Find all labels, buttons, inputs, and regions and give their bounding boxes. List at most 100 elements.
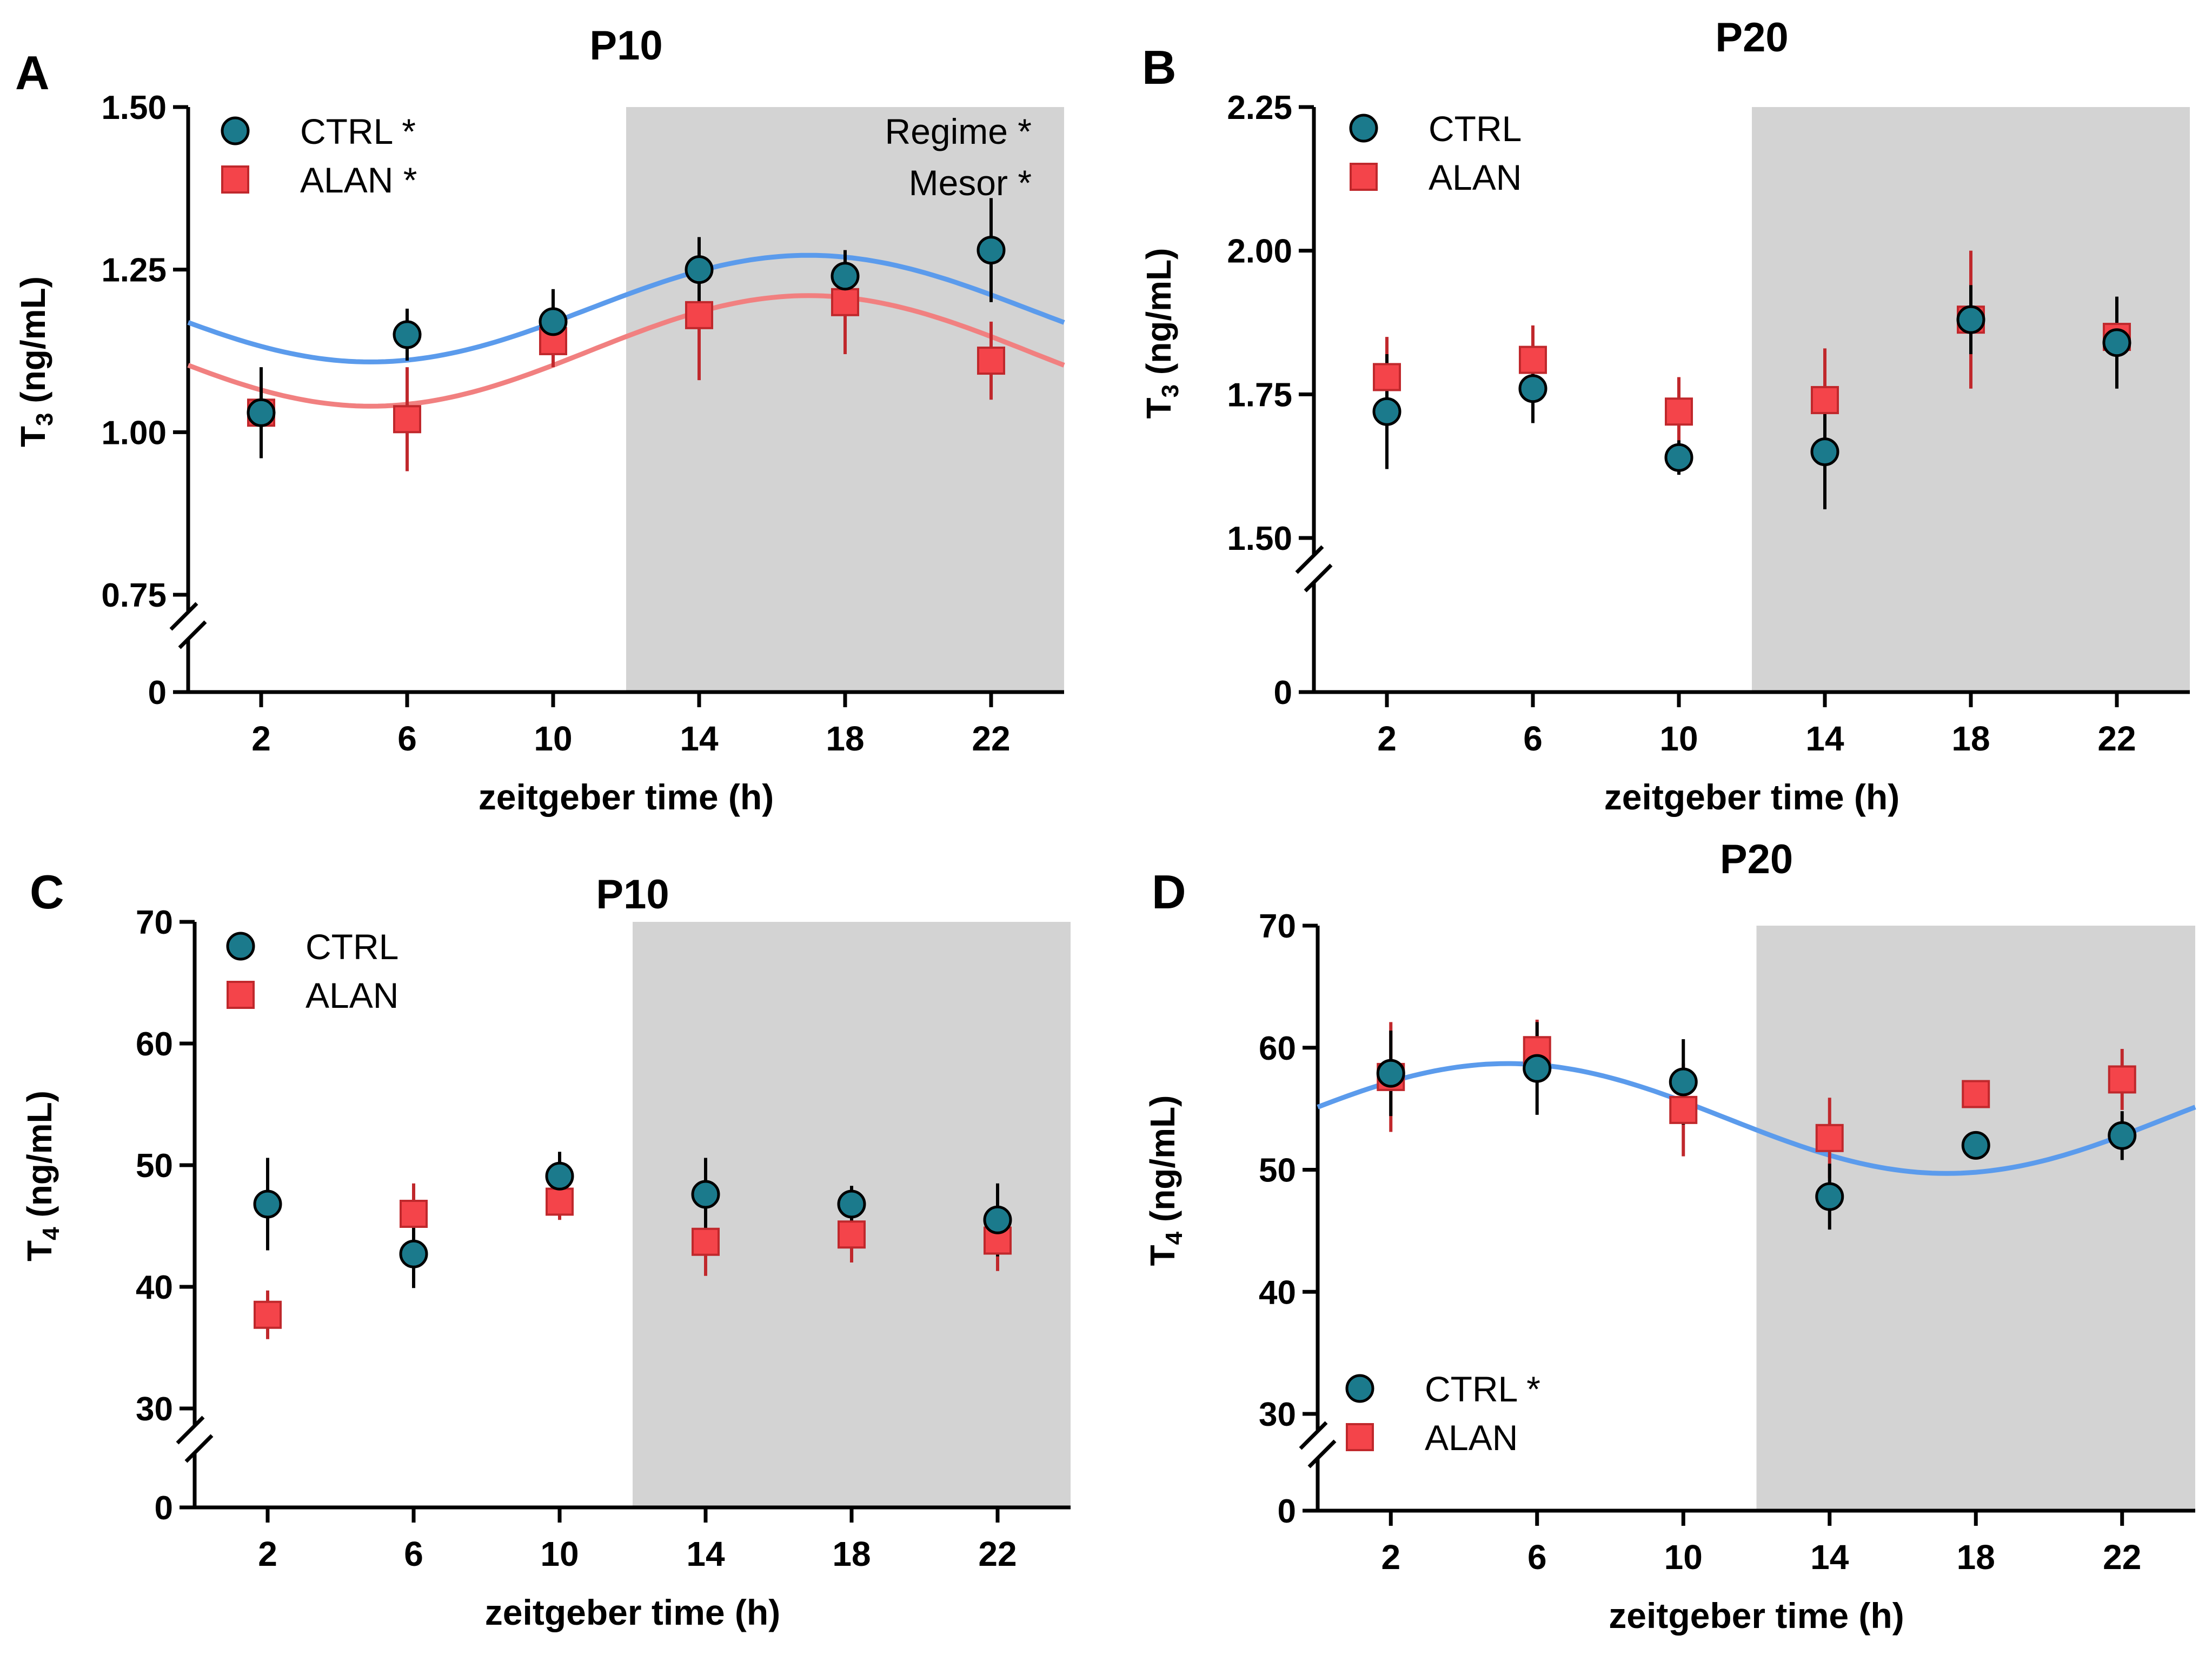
data-point-ctrl (247, 398, 276, 427)
data-point-ctrl (393, 320, 422, 349)
data-point-alan (2108, 1065, 2136, 1094)
axis-break-mark (1307, 1439, 1337, 1468)
y-axis-label-main: T (20, 1240, 59, 1261)
panel-c: 30 40 50 60 70 0 2 6 10 14 18 22 zeitgeber time (h) T… (20, 865, 1071, 1632)
y-axis-label: T4 (ng/mL) (1143, 1095, 1187, 1266)
chart-title: P10 (589, 23, 662, 69)
y-axis-label-unit: (ng/mL) (1143, 1095, 1182, 1232)
chart-title: P20 (1715, 15, 1788, 61)
data-point-alan (1665, 397, 1693, 426)
legend-label: ALAN (1429, 157, 1522, 197)
y-axis-label-main: T (1139, 397, 1178, 418)
panel-letter: C (30, 865, 64, 919)
y-tick-label: 0 (148, 674, 167, 712)
x-tick-label: 6 (404, 1534, 423, 1573)
y-axis-label: T4 (ng/mL) (20, 1091, 64, 1261)
legend-marker-ctrl (221, 116, 250, 145)
data-point-ctrl (2102, 328, 2131, 357)
axis-break-mark (176, 1416, 205, 1445)
data-point-ctrl (545, 1161, 574, 1191)
legend-label: CTRL * (300, 111, 416, 151)
y-tick-label: 1.50 (1227, 520, 1292, 557)
y-tick-label: 30 (136, 1391, 173, 1428)
legend-marker-alan (227, 981, 255, 1009)
data-point-alan (1962, 1080, 1990, 1108)
data-point-alan (685, 301, 713, 329)
panel-d: 30 40 50 60 70 0 2 6 10 14 18 22 zeitgeber time (h) T… (1143, 836, 2196, 1636)
data-point-ctrl (1956, 305, 1985, 334)
data-point-alan (692, 1227, 720, 1256)
data-point-alan (1519, 345, 1547, 374)
y-tick-label: 2.25 (1227, 89, 1292, 127)
y-tick-label: 1.50 (101, 89, 167, 127)
x-tick-label: 10 (1664, 1538, 1703, 1577)
data-point-ctrl (2108, 1121, 2137, 1150)
x-tick-label: 14 (686, 1534, 725, 1573)
data-point-alan (254, 1300, 282, 1329)
data-point-ctrl (1961, 1131, 1990, 1160)
y-tick-label: 60 (1259, 1030, 1296, 1067)
data-point-ctrl (1523, 1054, 1552, 1083)
stats-annotation: Mesor * (909, 163, 1032, 203)
fit-curve-alan (187, 293, 1065, 409)
legend-marker-ctrl (1349, 114, 1378, 143)
x-tick-label: 22 (978, 1534, 1017, 1573)
data-point-alan (1811, 386, 1839, 414)
x-tick-label: 14 (1810, 1538, 1849, 1577)
y-tick-label: 1.25 (101, 252, 167, 289)
y-tick-label: 0 (155, 1490, 173, 1527)
y-axis-label-subscript: 3 (1157, 384, 1184, 397)
x-tick-label: 2 (251, 719, 271, 758)
dark-phase-shading (1756, 926, 2195, 1511)
x-tick-label: 10 (540, 1534, 579, 1573)
panel-letter: B (1142, 41, 1177, 94)
y-axis-label-subscript: 4 (38, 1227, 64, 1240)
data-point-alan (400, 1200, 428, 1228)
legend-label: ALAN * (300, 160, 417, 200)
data-point-ctrl (1815, 1182, 1844, 1211)
y-tick-label: 1.75 (1227, 376, 1292, 414)
data-point-alan (1669, 1095, 1698, 1124)
y-tick-label: 70 (136, 904, 173, 941)
legend-label: ALAN (305, 975, 398, 1015)
y-tick-label: 60 (136, 1026, 173, 1063)
data-point-ctrl (1376, 1059, 1405, 1088)
data-point-ctrl (1669, 1067, 1698, 1097)
y-tick-label: 70 (1259, 908, 1296, 945)
y-tick-label: 0 (1274, 674, 1292, 712)
y-tick-label: 50 (136, 1147, 173, 1185)
axis-break-mark (169, 602, 198, 631)
data-point-ctrl (539, 307, 568, 336)
x-tick-label: 22 (972, 719, 1010, 758)
data-point-alan (831, 288, 859, 316)
y-axis-label-subscript: 4 (1161, 1231, 1187, 1245)
legend-marker-alan (221, 165, 249, 194)
x-tick-label: 18 (832, 1534, 871, 1573)
y-axis-label-subscript: 3 (31, 413, 58, 426)
data-point-alan (977, 347, 1005, 375)
panel-b: 1.50 1.75 2.00 2.25 0 2 6 10 14 18 22 zeitgeber tim… (1139, 15, 2190, 817)
y-tick-label: 0.75 (101, 577, 167, 614)
axis-break-mark (184, 1434, 214, 1463)
x-tick-label: 10 (1659, 719, 1698, 758)
data-point-ctrl (1518, 374, 1547, 403)
x-tick-label: 2 (1377, 719, 1397, 758)
chart-title: P20 (1720, 836, 1793, 882)
axis-break-mark (178, 620, 207, 649)
x-tick-label: 6 (1527, 1538, 1547, 1577)
data-point-ctrl (685, 255, 714, 284)
y-axis-label-unit: (ng/mL) (1139, 248, 1178, 384)
fit-curve-ctrl (187, 252, 1065, 364)
legend-marker-ctrl (226, 932, 255, 961)
legend-marker-alan (1350, 163, 1378, 191)
y-axis-label-unit: (ng/mL) (14, 276, 52, 413)
x-tick-label: 18 (826, 719, 864, 758)
data-point-ctrl (831, 262, 860, 291)
y-tick-label: 30 (1259, 1396, 1296, 1433)
x-tick-label: 14 (680, 719, 719, 758)
legend-label: CTRL (305, 927, 398, 967)
x-tick-label: 22 (2103, 1538, 2141, 1577)
data-point-alan (393, 405, 421, 434)
data-point-ctrl (1664, 443, 1693, 472)
